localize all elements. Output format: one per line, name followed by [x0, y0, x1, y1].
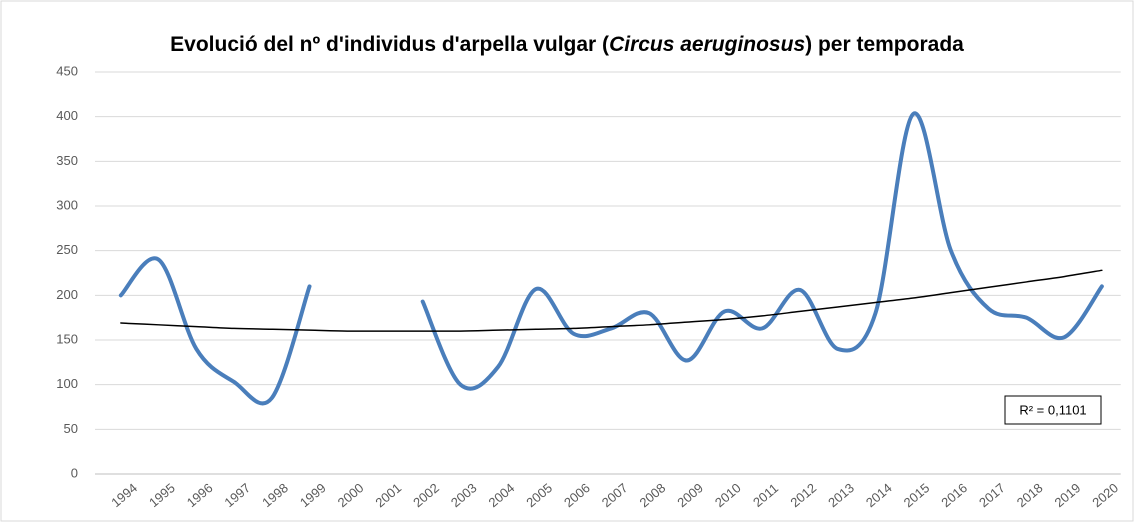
- y-tick-label: 0: [71, 465, 78, 480]
- y-tick-label: 250: [56, 242, 78, 257]
- y-tick-label: 50: [64, 421, 78, 436]
- annotation-box: [1004, 395, 1102, 425]
- y-tick-label: 100: [56, 376, 78, 391]
- y-tick-label: 400: [56, 108, 78, 123]
- y-tick-label: 300: [56, 197, 78, 212]
- annotation: R² = 0,1101: [1019, 402, 1086, 417]
- y-tick-label: 350: [56, 153, 78, 168]
- y-tick-label: 450: [56, 63, 78, 78]
- trend-line: [120, 269, 1103, 332]
- y-tick-label: 150: [56, 331, 78, 346]
- y-tick-label: 200: [56, 287, 78, 302]
- title-part: Evolució del nº d'individus d'arpella vu…: [170, 33, 609, 56]
- chart-title: Evolució del nº d'individus d'arpella vu…: [170, 33, 964, 56]
- title-part: Circus aeruginosus: [609, 33, 805, 56]
- data-line: [420, 111, 1104, 391]
- data-line: [118, 256, 312, 406]
- title-part: ) per temporada: [805, 33, 964, 56]
